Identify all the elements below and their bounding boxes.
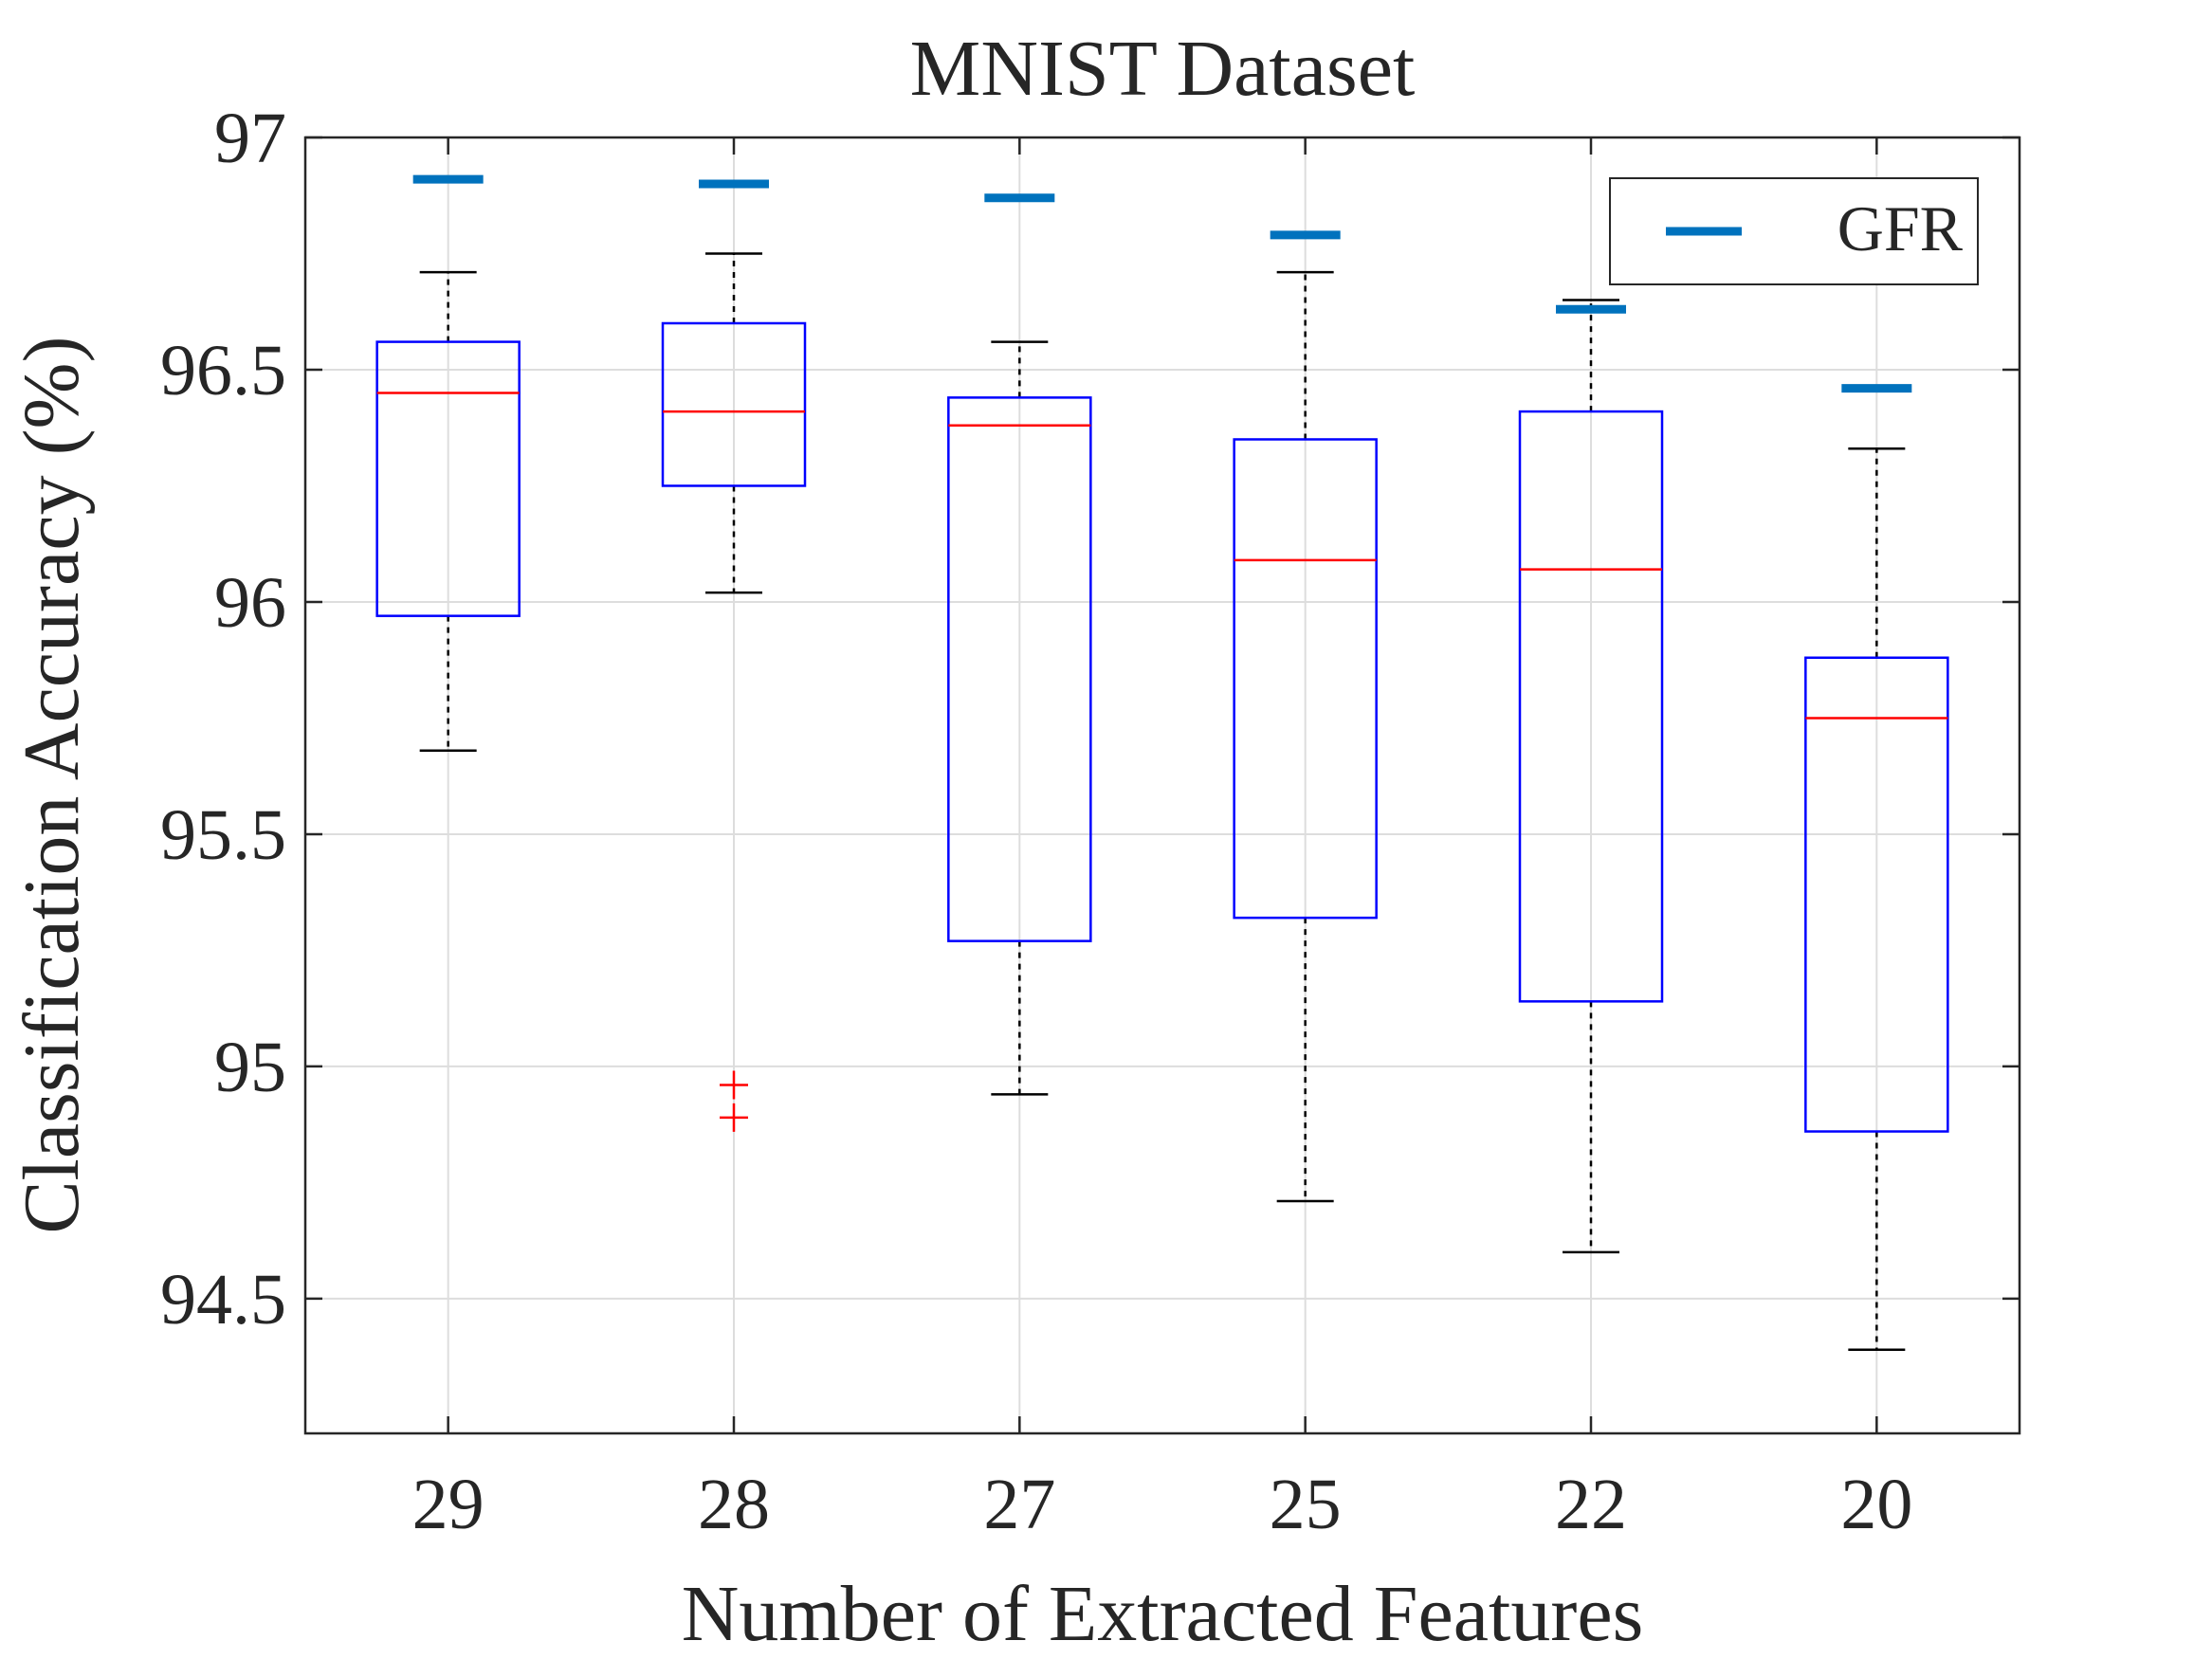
box-plots xyxy=(375,252,1949,1352)
y-tick-label: 96 xyxy=(214,563,286,643)
box-iqr xyxy=(375,340,521,617)
x-tick-label: 20 xyxy=(1840,1465,1912,1544)
box-iqr xyxy=(1233,438,1378,920)
legend: GFR xyxy=(1609,177,1979,285)
outlier-marker xyxy=(720,1103,748,1132)
box-iqr xyxy=(947,396,1092,942)
y-tick-label: 95.5 xyxy=(160,795,286,875)
box-22 xyxy=(1518,299,1664,1254)
y-tick-label: 96.5 xyxy=(160,331,286,410)
x-tick-label: 29 xyxy=(412,1465,484,1544)
gridlines xyxy=(305,137,2020,1433)
outlier-marker xyxy=(720,1070,748,1100)
gfr-series xyxy=(412,174,1912,393)
box-28 xyxy=(661,252,807,1132)
x-tick-label: 28 xyxy=(698,1465,770,1544)
y-axis-label: Classification Accuracy (%) xyxy=(8,337,96,1234)
y-tick-label: 94.5 xyxy=(160,1260,286,1340)
axis-ticks xyxy=(305,136,2020,1433)
legend-gfr-label: GFR xyxy=(1837,192,1964,264)
box-iqr xyxy=(661,321,807,487)
x-tick-label: 22 xyxy=(1555,1465,1627,1544)
x-tick-label: 27 xyxy=(983,1465,1055,1544)
box-iqr xyxy=(1804,656,1949,1133)
box-20 xyxy=(1804,447,1949,1352)
box-29 xyxy=(375,270,521,753)
box-27 xyxy=(947,340,1092,1096)
box-iqr xyxy=(1518,410,1664,1003)
y-tick-label: 97 xyxy=(214,99,286,178)
chart-title: MNIST Dataset xyxy=(910,25,1416,113)
y-tick-label: 95 xyxy=(214,1028,286,1107)
box-25 xyxy=(1233,270,1378,1203)
tick-labels: 94.5 95 95.5 96 96.5 97 29 28 27 25 22 20 xyxy=(160,99,1912,1544)
plot-area-frame xyxy=(303,136,2021,1435)
x-axis-label: Number of Extracted Features xyxy=(682,1570,1644,1658)
x-tick-label: 25 xyxy=(1270,1465,1342,1544)
